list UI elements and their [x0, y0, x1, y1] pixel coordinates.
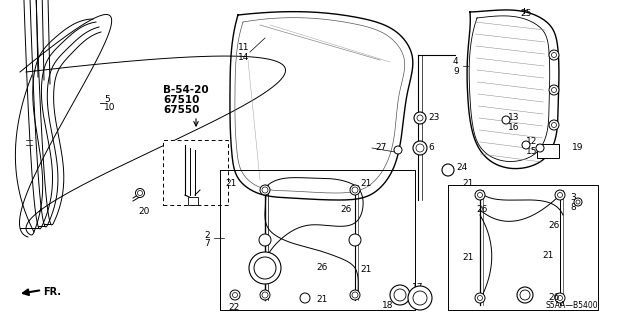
Circle shape — [549, 50, 559, 60]
Circle shape — [259, 234, 271, 246]
Text: FR.: FR. — [43, 287, 61, 297]
Text: 22: 22 — [228, 303, 239, 313]
Text: 21: 21 — [225, 179, 236, 188]
Circle shape — [262, 292, 268, 298]
Text: 6: 6 — [428, 143, 434, 153]
Text: 26: 26 — [316, 263, 328, 273]
Text: 21: 21 — [360, 266, 371, 275]
Text: 13: 13 — [508, 114, 520, 123]
Circle shape — [576, 200, 580, 204]
Text: B-54-20: B-54-20 — [163, 85, 209, 95]
Circle shape — [408, 286, 432, 310]
Circle shape — [477, 193, 483, 197]
Text: 26: 26 — [340, 205, 351, 214]
Circle shape — [260, 185, 270, 195]
Circle shape — [260, 290, 270, 300]
Text: 14: 14 — [238, 52, 250, 61]
Circle shape — [416, 144, 424, 152]
Circle shape — [442, 164, 454, 176]
Text: 21: 21 — [462, 179, 474, 188]
Circle shape — [477, 295, 483, 300]
Bar — [163, 140, 228, 205]
Circle shape — [522, 141, 530, 149]
Text: 9: 9 — [453, 67, 459, 76]
Circle shape — [502, 116, 510, 124]
Circle shape — [232, 292, 237, 298]
Circle shape — [552, 87, 557, 92]
Circle shape — [413, 291, 427, 305]
Text: 18: 18 — [382, 301, 394, 310]
Circle shape — [552, 123, 557, 127]
Bar — [188, 197, 198, 205]
Circle shape — [475, 293, 485, 303]
Circle shape — [475, 190, 485, 200]
Text: 21: 21 — [360, 179, 371, 188]
Circle shape — [352, 292, 358, 298]
Circle shape — [417, 115, 423, 121]
Text: 67550: 67550 — [163, 105, 200, 115]
Text: 26: 26 — [476, 205, 488, 214]
Circle shape — [136, 188, 145, 197]
Text: 21: 21 — [462, 253, 474, 262]
Circle shape — [536, 144, 544, 152]
Text: 26: 26 — [548, 220, 559, 229]
Text: 21: 21 — [316, 295, 328, 305]
Text: 25: 25 — [520, 10, 531, 19]
Text: 4: 4 — [453, 58, 459, 67]
Circle shape — [394, 289, 406, 301]
Circle shape — [557, 193, 563, 197]
Circle shape — [349, 234, 361, 246]
Circle shape — [350, 290, 360, 300]
Circle shape — [352, 187, 358, 193]
Text: 20: 20 — [138, 207, 149, 217]
Bar — [537, 144, 559, 158]
Text: 3: 3 — [570, 194, 576, 203]
Text: 24: 24 — [456, 164, 467, 172]
Circle shape — [390, 285, 410, 305]
Circle shape — [262, 187, 268, 193]
Text: 15: 15 — [526, 147, 538, 156]
Text: 11: 11 — [238, 44, 250, 52]
Circle shape — [549, 85, 559, 95]
Circle shape — [552, 52, 557, 58]
Text: S5AA—B5400: S5AA—B5400 — [545, 300, 598, 309]
Circle shape — [394, 146, 402, 154]
Circle shape — [555, 293, 565, 303]
Circle shape — [254, 257, 276, 279]
Circle shape — [517, 287, 533, 303]
Circle shape — [300, 293, 310, 303]
Text: 5: 5 — [104, 95, 109, 105]
Text: 16: 16 — [508, 123, 520, 132]
Circle shape — [249, 252, 281, 284]
Circle shape — [138, 190, 143, 196]
Circle shape — [574, 198, 582, 206]
Text: 10: 10 — [104, 103, 115, 113]
Text: 27: 27 — [375, 143, 387, 153]
Circle shape — [414, 112, 426, 124]
Circle shape — [520, 290, 530, 300]
Circle shape — [557, 295, 563, 300]
Circle shape — [230, 290, 240, 300]
Text: 12: 12 — [526, 138, 538, 147]
Text: 21: 21 — [542, 251, 554, 260]
Text: 8: 8 — [570, 203, 576, 212]
Text: 17: 17 — [412, 284, 424, 292]
Text: 19: 19 — [572, 143, 584, 153]
Circle shape — [350, 185, 360, 195]
Text: 2: 2 — [204, 230, 210, 239]
Text: 67510: 67510 — [163, 95, 200, 105]
Circle shape — [549, 120, 559, 130]
Text: 7: 7 — [204, 239, 210, 249]
Text: 23: 23 — [428, 114, 440, 123]
Circle shape — [555, 190, 565, 200]
Circle shape — [413, 141, 427, 155]
Text: 26: 26 — [548, 293, 559, 302]
